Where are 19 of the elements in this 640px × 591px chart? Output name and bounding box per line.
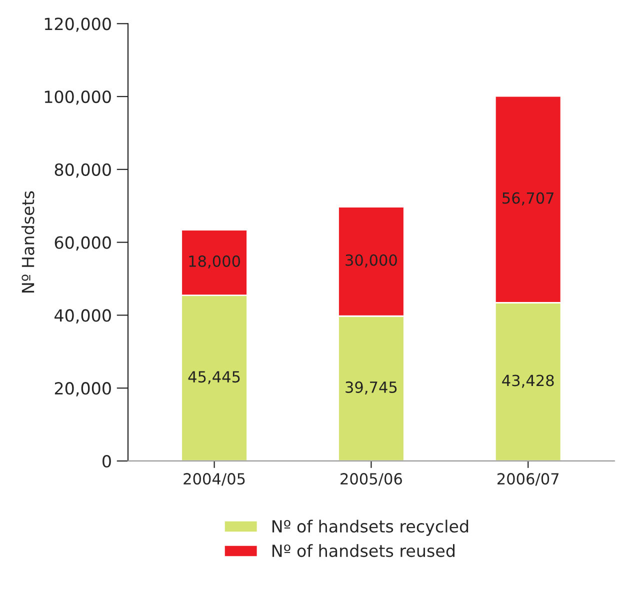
x-tick-label: 2005/06 [340, 473, 402, 486]
y-tick-label: 40,000 [54, 309, 111, 324]
y-tick-label: 0 [102, 454, 111, 468]
data-label: 43,428 [502, 374, 554, 388]
data-label: 30,000 [346, 254, 397, 268]
y-tick-label: 80,000 [54, 163, 111, 178]
y-axis-title: Nº Handsets [21, 191, 34, 293]
y-tick-label: 120,000 [44, 18, 111, 32]
data-label: 45,445 [188, 371, 240, 384]
y-tick-label: 20,000 [54, 382, 111, 396]
y-tick-label: 60,000 [54, 236, 111, 251]
data-label: 18,000 [189, 255, 240, 269]
x-tick-label: 2006/07 [497, 473, 559, 486]
legend-label: Nº of handsets recycled [272, 520, 468, 536]
data-label: 39,745 [346, 381, 397, 395]
x-tick-label: 2004/05 [184, 473, 245, 486]
legend-label: Nº of handsets reused [272, 544, 454, 558]
y-tick-label: 100,000 [44, 90, 111, 105]
data-label: 56,707 [502, 192, 554, 206]
